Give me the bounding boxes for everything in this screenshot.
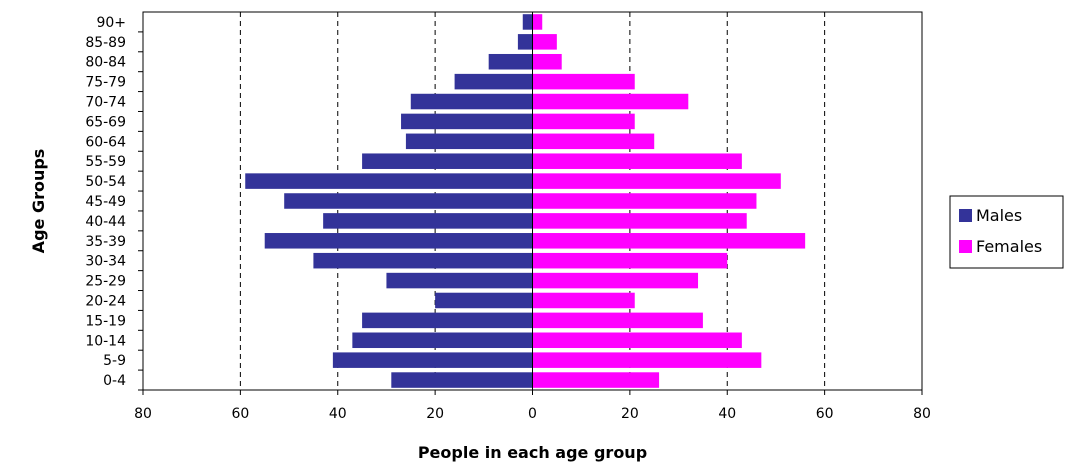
- y-tick-label: 85-89: [85, 35, 126, 51]
- bar-females-15-19: [532, 312, 703, 329]
- bar-females-45-49: [532, 193, 757, 209]
- x-tick-label: 20: [426, 406, 444, 422]
- y-tick-label: 65-69: [85, 114, 126, 130]
- bar-females-50-54: [532, 173, 781, 189]
- bar-females-0-4: [532, 372, 660, 388]
- y-tick-label: 50-54: [85, 174, 126, 190]
- bar-females-25-29: [532, 272, 699, 289]
- bar-females-10-14: [532, 332, 742, 349]
- bar-males-5-9: [332, 352, 533, 368]
- x-tick-label: 60: [231, 406, 249, 422]
- x-tick-label: 80: [913, 406, 931, 422]
- y-tick-label: 45-49: [85, 194, 126, 210]
- bar-females-35-39: [532, 233, 806, 249]
- bar-females-40-44: [532, 213, 747, 229]
- y-tick-label: 15-19: [85, 313, 126, 329]
- bar-males-80-84: [488, 53, 533, 70]
- bar-males-15-19: [362, 312, 533, 329]
- y-tick-label: 10-14: [85, 333, 126, 349]
- bar-females-85-89: [532, 34, 557, 50]
- bar-males-90+: [522, 14, 533, 30]
- y-tick-label: 35-39: [85, 234, 126, 250]
- y-tick-label: 5-9: [103, 353, 126, 369]
- x-axis-tick-labels: 80 60 40 20 0 20 40 60 80: [134, 390, 931, 422]
- legend: Males Females: [959, 206, 1042, 256]
- bar-males-65-69: [401, 113, 533, 130]
- y-tick-label: 55-59: [85, 154, 126, 170]
- bar-males-85-89: [517, 34, 533, 50]
- bar-females-55-59: [532, 153, 742, 169]
- bar-males-70-74: [410, 93, 533, 110]
- bar-males-60-64: [405, 133, 533, 150]
- bar-females-90+: [532, 14, 543, 30]
- y-tick-label: 25-29: [85, 274, 126, 290]
- x-tick-label: 40: [329, 406, 347, 422]
- bar-females-30-34: [532, 252, 728, 269]
- y-tick-label: 75-79: [85, 75, 126, 91]
- bar-females-20-24: [532, 292, 635, 309]
- bar-males-30-34: [313, 252, 533, 269]
- y-tick-label: 90+: [96, 15, 126, 31]
- bar-females-60-64: [532, 133, 655, 150]
- legend-label-females: Females: [976, 237, 1042, 256]
- bar-females-70-74: [532, 93, 689, 110]
- bar-males-45-49: [284, 193, 533, 209]
- x-tick-label: 0: [528, 406, 537, 422]
- y-tick-label: 0-4: [103, 373, 126, 389]
- bar-females-80-84: [532, 53, 562, 70]
- bar-males-55-59: [362, 153, 533, 169]
- legend-label-males: Males: [976, 206, 1022, 225]
- legend-swatch-females: [959, 240, 972, 253]
- y-tick-label: 70-74: [85, 95, 126, 111]
- y-axis-title: Age Groups: [29, 149, 48, 254]
- y-tick-label: 60-64: [85, 134, 126, 150]
- y-tick-label: 80-84: [85, 55, 126, 71]
- bar-males-0-4: [391, 372, 533, 388]
- bar-females-75-79: [532, 73, 635, 90]
- bar-females-65-69: [532, 113, 635, 130]
- bars: [245, 12, 806, 390]
- x-tick-label: 20: [621, 406, 639, 422]
- bar-males-75-79: [454, 73, 533, 90]
- y-tick-label: 40-44: [85, 214, 126, 230]
- bar-females-5-9: [532, 352, 762, 368]
- y-axis-tick-labels: 0-4 5-9 10-14 15-19 20-24 25-29 30-34 35-39 40-4…: [85, 15, 143, 391]
- bar-males-40-44: [323, 213, 533, 229]
- legend-box: [949, 195, 1064, 269]
- bar-males-50-54: [245, 173, 533, 189]
- x-tick-label: 40: [718, 406, 736, 422]
- x-tick-label: 80: [134, 406, 152, 422]
- x-tick-label: 60: [816, 406, 834, 422]
- legend-swatch-males: [959, 209, 972, 222]
- x-axis-title: People in each age group: [418, 443, 647, 462]
- bar-males-25-29: [386, 272, 533, 289]
- bar-males-20-24: [435, 292, 533, 309]
- bar-males-35-39: [264, 233, 533, 249]
- bar-males-10-14: [352, 332, 533, 349]
- y-tick-label: 20-24: [85, 293, 126, 309]
- y-tick-label: 30-34: [85, 254, 126, 270]
